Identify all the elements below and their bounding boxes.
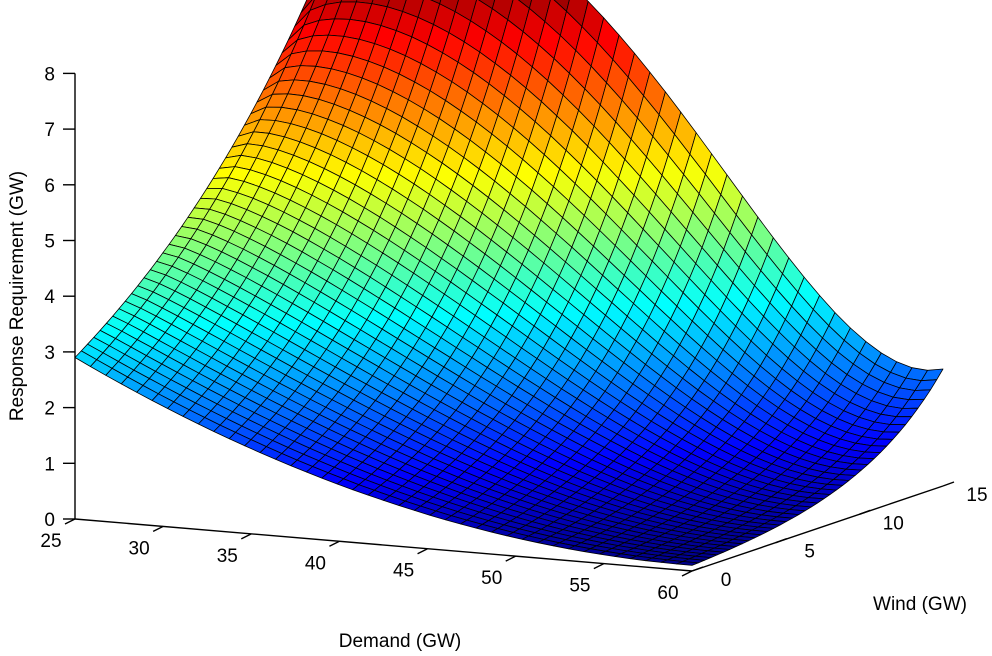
demand-tick-label: 45 xyxy=(393,561,414,582)
demand-tick-label: 30 xyxy=(129,538,150,559)
demand-tick-label: 35 xyxy=(217,546,238,567)
wind-tick-label: 15 xyxy=(966,485,987,506)
z-tick-label: 6 xyxy=(44,176,55,197)
z-tick-label: 4 xyxy=(44,287,55,308)
demand-tick-mark xyxy=(64,518,76,525)
wind-axis-line xyxy=(691,485,944,572)
z-tick-label: 5 xyxy=(44,232,55,253)
demand-tick-mark xyxy=(152,525,164,533)
wind-tick-label: 5 xyxy=(804,542,815,563)
demand-tick-mark xyxy=(240,533,252,540)
x-axis-title: Demand (GW) xyxy=(339,631,461,652)
demand-tick-label: 25 xyxy=(40,531,61,552)
demand-tick-mark xyxy=(593,562,605,570)
z-tick-label: 2 xyxy=(44,399,55,420)
wind-tick-mark xyxy=(942,481,955,487)
wind-tick-label: 0 xyxy=(721,570,732,591)
demand-tick-mark xyxy=(505,555,517,562)
z-axis-title: Response Requirement (GW) xyxy=(7,171,28,421)
demand-tick-label: 50 xyxy=(481,568,502,589)
surface-cell xyxy=(676,561,699,566)
z-tick-label: 8 xyxy=(44,64,55,85)
demand-tick-mark xyxy=(329,540,340,547)
demand-tick-label: 40 xyxy=(305,553,326,574)
demand-tick-label: 55 xyxy=(569,576,590,597)
demand-tick-label: 60 xyxy=(657,583,678,604)
z-tick-label: 7 xyxy=(44,120,55,141)
wind-tick-label: 10 xyxy=(883,513,904,534)
z-tick-label: 3 xyxy=(44,343,55,364)
demand-axis-line xyxy=(74,518,693,572)
demand-tick-mark xyxy=(681,570,693,577)
wind-tick-mark xyxy=(775,538,787,544)
surface-mesh xyxy=(74,0,944,566)
wind-tick-mark xyxy=(859,509,871,515)
y-axis-title: Wind (GW) xyxy=(873,594,967,615)
wind-tick-mark xyxy=(691,566,704,572)
z-tick-label: 0 xyxy=(44,510,55,531)
z-tick-label: 1 xyxy=(44,454,55,475)
demand-tick-mark xyxy=(417,548,428,555)
